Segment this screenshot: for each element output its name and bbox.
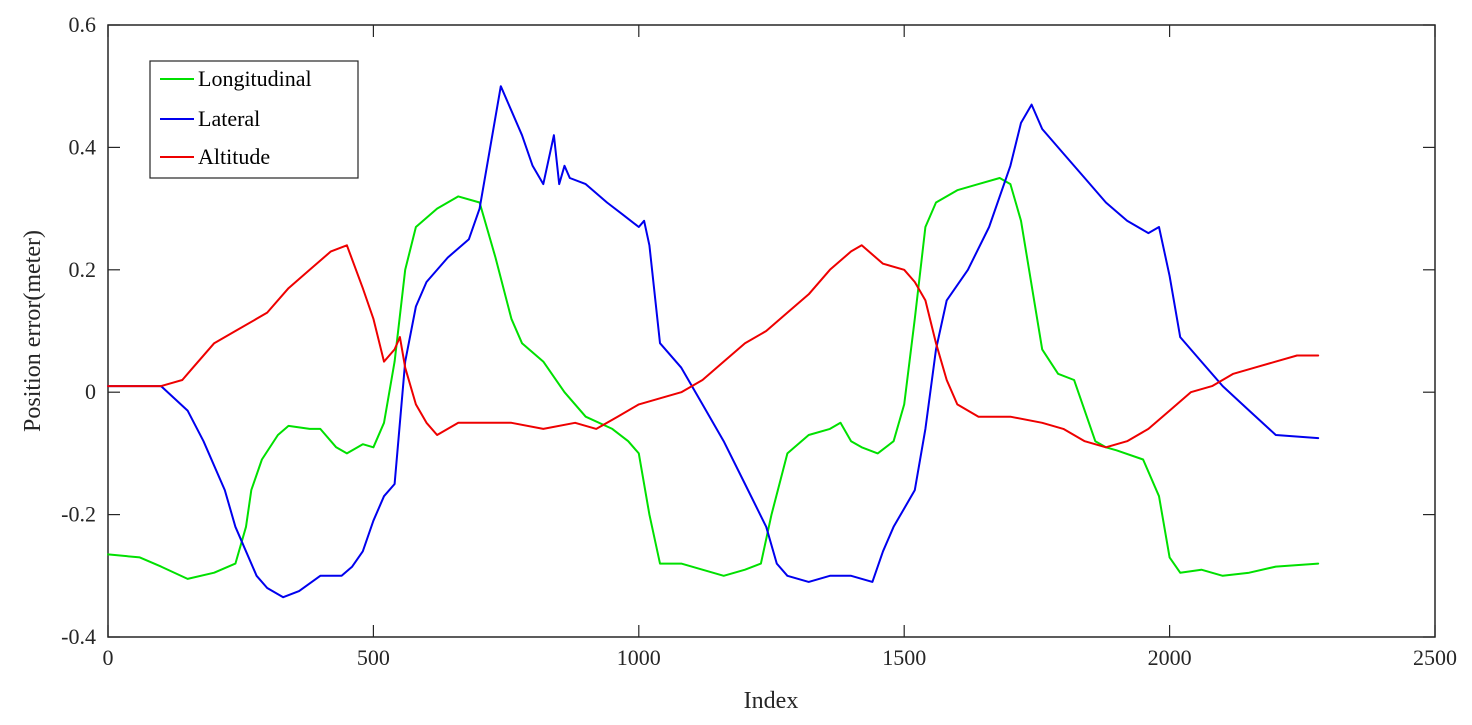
tick-labels: 0 500 1000 1500 2000 2500 -0.4 -0.2 0 0.2 0.4 0.6: [61, 12, 1457, 670]
series-layer: [107, 85, 1320, 599]
y-tick-label: -0.2: [61, 502, 96, 527]
legend-label-longitudinal: Longitudinal: [198, 66, 312, 91]
x-tick-label: 1500: [882, 645, 926, 670]
series-line-altitude: [107, 244, 1320, 449]
legend-label-lateral: Lateral: [198, 106, 260, 131]
y-tick-label: 0.2: [69, 257, 97, 282]
y-tick-label: 0.6: [69, 12, 97, 37]
series-line-lateral: [107, 85, 1320, 599]
x-axis-label: Index: [744, 688, 799, 714]
x-tick-label: 0: [103, 645, 114, 670]
x-tick-label: 2000: [1148, 645, 1192, 670]
legend-label-altitude: Altitude: [198, 144, 270, 169]
y-tick-label: -0.4: [61, 624, 96, 649]
legend: Longitudinal Lateral Altitude: [149, 60, 359, 179]
y-tick-label: 0: [85, 379, 96, 404]
x-tick-label: 2500: [1413, 645, 1457, 670]
series-line-longitudinal: [107, 177, 1320, 580]
x-tick-label: 500: [357, 645, 390, 670]
axis-ticks: [107, 24, 1436, 638]
y-tick-label: 0.4: [69, 134, 97, 159]
x-tick-label: 1000: [617, 645, 661, 670]
y-axis-label: Position error(meter): [20, 230, 46, 432]
